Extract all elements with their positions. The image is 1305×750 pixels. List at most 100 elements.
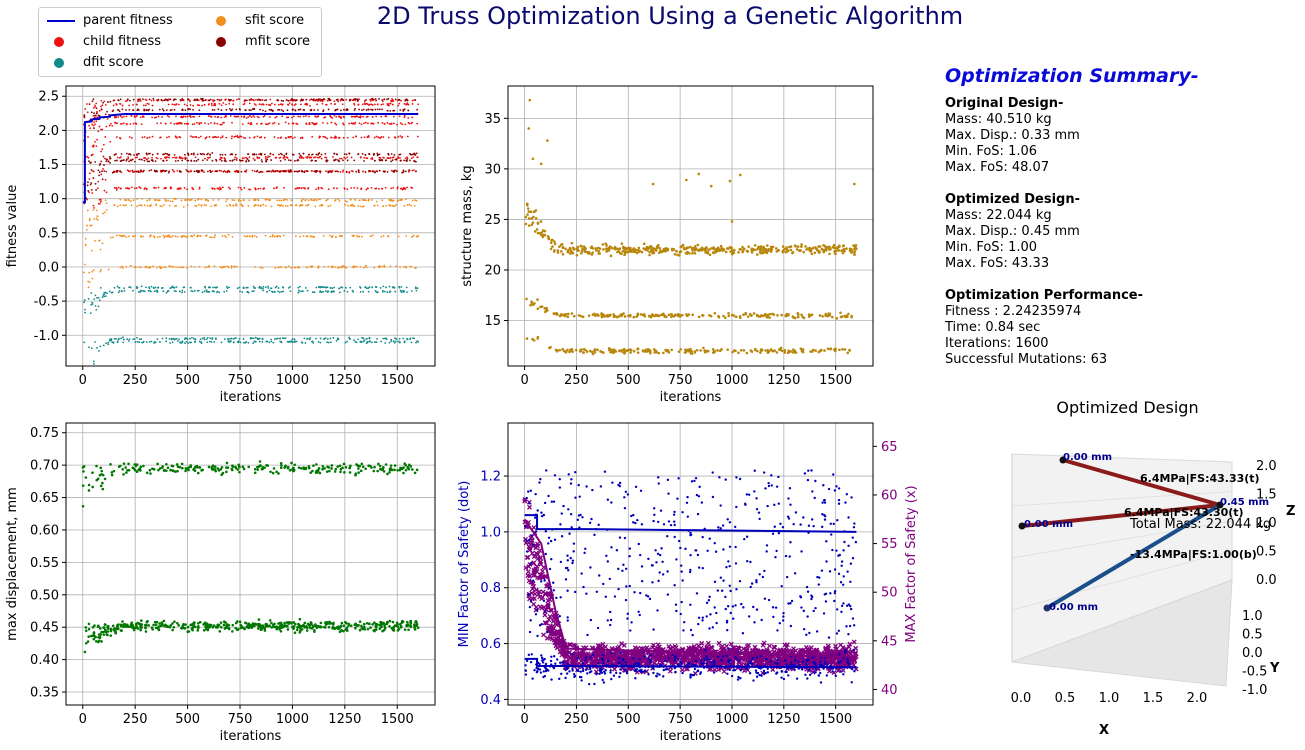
data-point (119, 137, 122, 140)
data-point (670, 312, 673, 316)
data-point (389, 109, 392, 112)
data-point (104, 199, 107, 202)
data-point (374, 628, 378, 631)
data-point (233, 135, 236, 138)
data-point (408, 203, 411, 206)
data-point (223, 157, 226, 159)
data-point (258, 171, 260, 174)
data-point (294, 622, 297, 626)
data-point (91, 277, 94, 280)
data-point (314, 99, 317, 102)
data-point (101, 473, 105, 477)
data-point (383, 98, 386, 101)
data-point (105, 202, 108, 205)
data-point (258, 285, 261, 288)
data-point (112, 109, 115, 112)
data-point (191, 336, 193, 339)
data-point (582, 245, 586, 248)
data-point (242, 467, 246, 471)
data-point (97, 639, 101, 643)
data-point (207, 115, 210, 117)
data-point (98, 239, 100, 242)
data-point (315, 169, 318, 172)
data-point (748, 312, 752, 316)
data-point (145, 265, 147, 268)
data-point (320, 98, 323, 101)
data-point (225, 108, 228, 111)
data-point (120, 153, 123, 155)
data-point (122, 122, 125, 125)
data-point (357, 153, 360, 155)
data-point (618, 349, 621, 353)
data-point (132, 109, 135, 111)
data-point (312, 98, 315, 101)
outlier-point (685, 178, 688, 182)
data-point (656, 243, 660, 247)
data-point (329, 204, 332, 207)
data-point (264, 234, 267, 237)
data-point (239, 341, 242, 344)
data-point (125, 236, 128, 238)
data-point (136, 100, 139, 103)
data-point (410, 265, 413, 268)
data-point (104, 630, 108, 634)
data-point (530, 223, 534, 226)
data-point (400, 99, 402, 102)
outlier-point (528, 98, 532, 102)
data-point (195, 99, 198, 101)
data-point (302, 235, 305, 237)
data-point (113, 286, 116, 289)
data-point (102, 101, 105, 104)
data-point (124, 466, 127, 469)
data-point (414, 624, 417, 627)
data-point (838, 348, 841, 352)
data-point (157, 468, 160, 472)
data-point (213, 109, 216, 111)
data-point (319, 341, 322, 344)
data-point (316, 103, 318, 106)
data-point (131, 169, 134, 172)
data-point (265, 340, 268, 343)
data-point (275, 285, 278, 288)
data-point (219, 123, 222, 126)
data-point (350, 204, 353, 207)
data-point (330, 121, 333, 124)
data-point (160, 122, 162, 125)
data-point (388, 625, 391, 628)
data-point (314, 205, 317, 208)
data-point (679, 245, 683, 249)
data-point (142, 115, 144, 118)
data-point (184, 158, 187, 160)
data-point (247, 465, 251, 469)
data-point (264, 198, 267, 201)
data-point (164, 122, 167, 125)
data-point (238, 620, 242, 624)
data-point (119, 198, 122, 201)
data-point (88, 172, 91, 175)
data-point (172, 156, 174, 159)
data-point (403, 102, 406, 105)
data-point (284, 158, 286, 161)
data-point (253, 170, 256, 173)
data-point (269, 152, 272, 155)
data-point (407, 628, 410, 632)
data-point (330, 102, 332, 105)
data-point (91, 192, 94, 194)
data-point (118, 234, 121, 237)
data-point (123, 234, 126, 237)
data-point (348, 122, 351, 125)
y-tick-label: 2.5 (38, 90, 59, 105)
data-point (262, 103, 265, 106)
data-point (187, 122, 190, 125)
data-point (277, 123, 280, 125)
data-point (111, 124, 114, 127)
data-point (201, 337, 204, 340)
data-point (282, 625, 286, 628)
data-point (190, 159, 192, 162)
data-point (183, 103, 186, 106)
data-point (230, 109, 232, 112)
data-point (120, 290, 123, 292)
data-point (393, 468, 396, 472)
data-point (327, 205, 330, 208)
data-point (88, 346, 90, 349)
